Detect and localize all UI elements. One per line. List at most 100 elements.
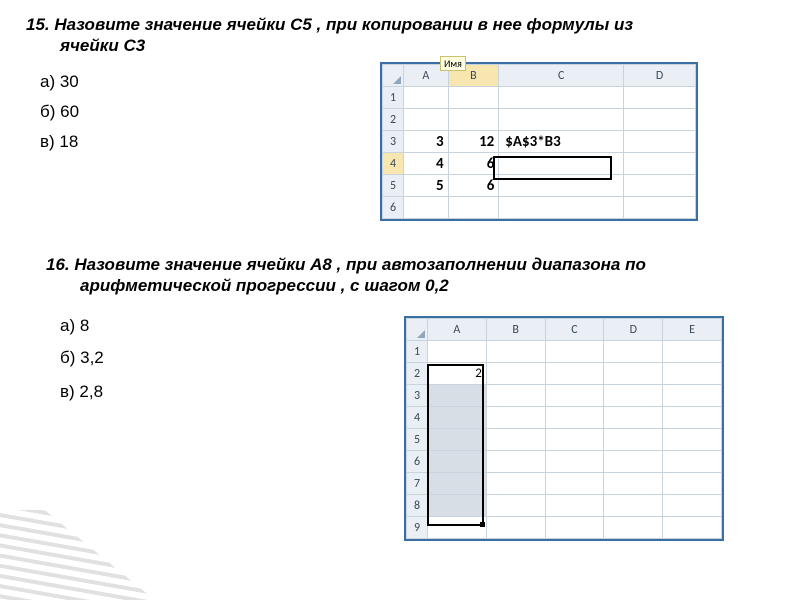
cell[interactable] — [404, 197, 448, 219]
col-header-A[interactable]: A — [428, 319, 487, 341]
cell[interactable] — [663, 451, 722, 473]
row-header[interactable]: 7 — [407, 473, 428, 495]
cell[interactable] — [499, 153, 624, 175]
cell[interactable]: $A$3*B3 — [499, 131, 624, 153]
cell[interactable] — [545, 385, 604, 407]
cell[interactable] — [499, 87, 624, 109]
cell[interactable] — [604, 341, 663, 363]
row-header[interactable]: 1 — [407, 341, 428, 363]
cell[interactable]: 5 — [404, 175, 448, 197]
cell[interactable] — [545, 407, 604, 429]
cell[interactable]: 4 — [404, 153, 448, 175]
cell[interactable]: 2 — [428, 363, 487, 385]
cell[interactable] — [604, 517, 663, 539]
cell[interactable]: 6 — [448, 175, 499, 197]
cell[interactable] — [486, 517, 545, 539]
cell[interactable] — [663, 385, 722, 407]
row-header[interactable]: 4 — [407, 407, 428, 429]
cell[interactable] — [448, 109, 499, 131]
col-header-D[interactable]: D — [604, 319, 663, 341]
cell[interactable] — [545, 429, 604, 451]
cell[interactable] — [486, 495, 545, 517]
cell[interactable] — [663, 407, 722, 429]
cell[interactable] — [486, 363, 545, 385]
cell[interactable] — [486, 341, 545, 363]
cell[interactable] — [604, 451, 663, 473]
cell[interactable] — [486, 429, 545, 451]
cell[interactable]: 3 — [404, 131, 448, 153]
cell[interactable] — [624, 109, 696, 131]
select-all-corner[interactable] — [383, 65, 404, 87]
cell[interactable] — [604, 473, 663, 495]
cell[interactable] — [624, 131, 696, 153]
row-header[interactable]: 2 — [383, 109, 404, 131]
q16-excel: A B C D E 1223456789 — [404, 316, 724, 541]
cell[interactable] — [663, 517, 722, 539]
cell[interactable] — [428, 495, 487, 517]
table-row: 2 — [383, 109, 696, 131]
cell[interactable] — [486, 451, 545, 473]
cell[interactable] — [663, 429, 722, 451]
cell[interactable] — [448, 87, 499, 109]
cell[interactable]: 12 — [448, 131, 499, 153]
cell[interactable] — [545, 495, 604, 517]
cell[interactable] — [604, 495, 663, 517]
cell[interactable] — [448, 197, 499, 219]
cell[interactable] — [499, 175, 624, 197]
cell[interactable] — [663, 495, 722, 517]
cell[interactable] — [545, 341, 604, 363]
cell[interactable] — [604, 429, 663, 451]
cell[interactable] — [604, 363, 663, 385]
cell[interactable] — [604, 385, 663, 407]
table-row: 5 — [407, 429, 722, 451]
col-header-D[interactable]: D — [624, 65, 696, 87]
table-row: 556 — [383, 175, 696, 197]
row-header[interactable]: 6 — [407, 451, 428, 473]
cell[interactable]: 6 — [448, 153, 499, 175]
row-header[interactable]: 4 — [383, 153, 404, 175]
cell[interactable] — [663, 363, 722, 385]
cell[interactable] — [486, 473, 545, 495]
table-row: 9 — [407, 517, 722, 539]
cell[interactable] — [624, 153, 696, 175]
cell[interactable] — [545, 517, 604, 539]
cell[interactable] — [486, 385, 545, 407]
cell[interactable] — [604, 407, 663, 429]
cell[interactable] — [404, 109, 448, 131]
cell[interactable] — [428, 341, 487, 363]
cell[interactable] — [428, 451, 487, 473]
cell[interactable] — [545, 363, 604, 385]
row-header[interactable]: 3 — [383, 131, 404, 153]
row-header[interactable]: 9 — [407, 517, 428, 539]
cell[interactable] — [428, 429, 487, 451]
cell[interactable] — [545, 473, 604, 495]
cell[interactable] — [624, 197, 696, 219]
cell[interactable] — [428, 407, 487, 429]
row-header[interactable]: 8 — [407, 495, 428, 517]
cell[interactable] — [428, 517, 487, 539]
row-header[interactable]: 1 — [383, 87, 404, 109]
cell[interactable] — [624, 175, 696, 197]
cell[interactable] — [486, 407, 545, 429]
cell[interactable] — [545, 451, 604, 473]
row-header[interactable]: 3 — [407, 385, 428, 407]
col-header-B[interactable]: B — [486, 319, 545, 341]
row-header[interactable]: 2 — [407, 363, 428, 385]
cell[interactable] — [428, 473, 487, 495]
row-header[interactable]: 5 — [407, 429, 428, 451]
cell[interactable] — [663, 341, 722, 363]
row-header[interactable]: 5 — [383, 175, 404, 197]
cell[interactable] — [428, 385, 487, 407]
table-row: 6 — [383, 197, 696, 219]
col-header-C[interactable]: C — [499, 65, 624, 87]
cell[interactable] — [663, 473, 722, 495]
table-row: 4 — [407, 407, 722, 429]
row-header[interactable]: 6 — [383, 197, 404, 219]
cell[interactable] — [499, 197, 624, 219]
cell[interactable] — [499, 109, 624, 131]
col-header-C[interactable]: C — [545, 319, 604, 341]
cell[interactable] — [404, 87, 448, 109]
select-all-corner[interactable] — [407, 319, 428, 341]
cell[interactable] — [624, 87, 696, 109]
col-header-E[interactable]: E — [663, 319, 722, 341]
